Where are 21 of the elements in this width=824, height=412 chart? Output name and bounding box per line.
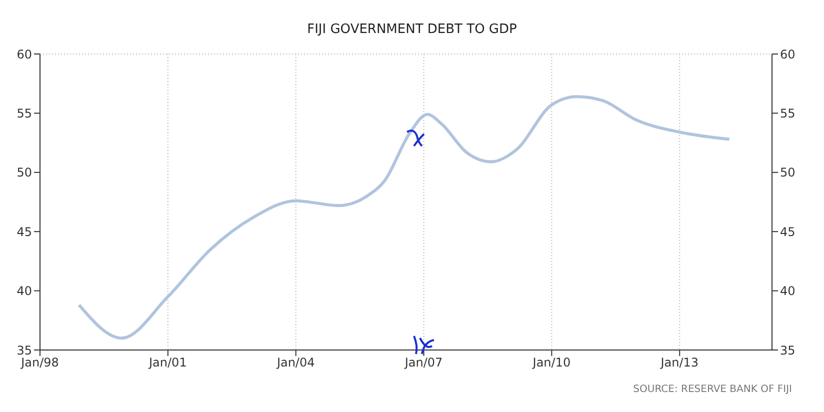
x-tick-label: Jan/10 [532, 356, 571, 370]
y-tick-label: 50 [16, 166, 32, 180]
y2-tick-label: 40 [780, 284, 796, 298]
y-tick-label: 55 [16, 106, 32, 120]
x-tick-label: Jan/01 [148, 356, 187, 370]
x-tick-label: Jan/13 [660, 356, 699, 370]
y2-tick-label: 60 [780, 47, 796, 62]
y-tick-label: 60 [16, 47, 32, 62]
y-tick-label: 40 [16, 284, 32, 298]
y2-tick-label: 55 [780, 106, 796, 120]
x-tick-label: Jan/07 [404, 356, 443, 370]
y-tick-label: 35 [16, 343, 32, 358]
x-tick-label: Jan/04 [276, 356, 315, 370]
chart-title: FIJI GOVERNMENT DEBT TO GDP [306, 22, 518, 37]
y2-tick-label: 50 [780, 166, 796, 180]
y2-tick-label: 45 [780, 224, 796, 239]
source-note: SOURCE: RESERVE BANK OF FIJI [633, 384, 792, 395]
line-series [78, 95, 731, 340]
y2-tick-label: 35 [780, 343, 796, 358]
y-tick-label: 45 [16, 224, 32, 239]
x-tick-label: Jan/98 [20, 356, 59, 370]
